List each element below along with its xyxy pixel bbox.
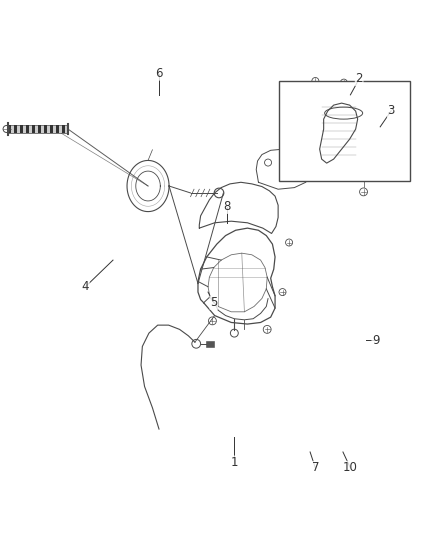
Bar: [8, 125, 68, 133]
Circle shape: [361, 176, 366, 181]
Text: 10: 10: [343, 462, 358, 474]
Bar: [20, 125, 23, 133]
Bar: [50, 125, 53, 133]
Bar: [279, 81, 410, 181]
Bar: [32, 125, 35, 133]
Bar: [56, 125, 59, 133]
Bar: [26, 125, 29, 133]
Bar: [206, 341, 214, 347]
Text: 7: 7: [311, 462, 319, 474]
Bar: [62, 125, 65, 133]
Text: 1: 1: [230, 456, 238, 469]
Text: 5: 5: [210, 296, 217, 309]
Text: 8: 8: [223, 200, 230, 213]
Text: 9: 9: [372, 334, 380, 346]
Text: 2: 2: [355, 72, 363, 85]
Bar: [8, 125, 11, 133]
Bar: [44, 125, 47, 133]
Bar: [14, 125, 17, 133]
Text: 3: 3: [388, 104, 395, 117]
Bar: [38, 125, 41, 133]
Text: 6: 6: [155, 67, 163, 80]
Text: 4: 4: [81, 280, 89, 293]
